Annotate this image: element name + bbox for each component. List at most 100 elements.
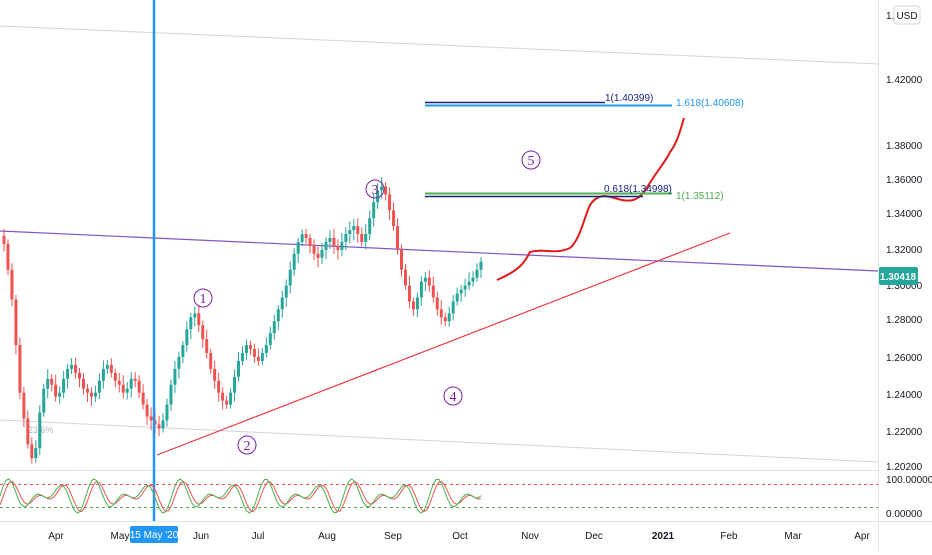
y-tick-1.28: 1.28000 bbox=[886, 315, 923, 326]
candle-body bbox=[149, 416, 153, 421]
y-tick-1.202: 1.20200 bbox=[886, 462, 923, 473]
candle-body bbox=[392, 210, 396, 227]
candle-body bbox=[181, 345, 185, 357]
candlestick-series bbox=[2, 177, 483, 464]
candle-body bbox=[97, 380, 101, 393]
svg-text:2: 2 bbox=[244, 439, 251, 454]
candle-body bbox=[403, 269, 407, 286]
candle-body bbox=[407, 285, 411, 302]
svg-text:4: 4 bbox=[450, 390, 457, 405]
wave-label-2[interactable]: 2 bbox=[237, 435, 257, 455]
candle-body bbox=[312, 245, 316, 254]
candle-body bbox=[2, 235, 6, 244]
price-axis[interactable]: 1. 1.42000 1.38000 1.36000 1.34000 1.320… bbox=[886, 11, 932, 520]
candle-body bbox=[260, 352, 264, 361]
support-trendline[interactable] bbox=[156, 232, 731, 456]
candle-body bbox=[296, 241, 300, 254]
currency-badge[interactable]: USD bbox=[893, 5, 921, 25]
candle-body bbox=[388, 194, 392, 211]
wave-label-5[interactable]: 5 bbox=[521, 150, 541, 170]
candle-body bbox=[431, 285, 435, 298]
candle-body bbox=[384, 186, 388, 195]
candle-body bbox=[70, 364, 74, 369]
candle-body bbox=[284, 285, 288, 298]
candle-body bbox=[169, 384, 173, 405]
candle-body bbox=[133, 378, 137, 381]
candle-body bbox=[348, 230, 352, 235]
candle-body bbox=[427, 277, 431, 286]
candle-body bbox=[205, 339, 209, 353]
candle-body bbox=[189, 317, 193, 330]
candle-body bbox=[280, 297, 284, 310]
candle-body bbox=[292, 253, 296, 270]
osc-tick-0: 0.00000 bbox=[886, 509, 923, 520]
candle-body bbox=[221, 392, 225, 401]
x-tick-sep: Sep bbox=[384, 531, 402, 542]
candle-body bbox=[443, 317, 447, 322]
candle-body bbox=[268, 333, 272, 346]
last-price-value: 1.30418 bbox=[880, 272, 917, 283]
candle-body bbox=[185, 329, 189, 346]
x-tick-aug: Aug bbox=[318, 531, 336, 542]
candle-body bbox=[30, 444, 34, 459]
x-tick-2021: 2021 bbox=[652, 531, 675, 542]
last-price-badge[interactable]: 1.30418 bbox=[879, 267, 918, 285]
candle-body bbox=[463, 285, 467, 290]
fib-label-0618: 0.618(1.34998) bbox=[604, 184, 672, 195]
currency-label: USD bbox=[896, 11, 917, 22]
candle-body bbox=[85, 388, 89, 393]
candle-body bbox=[237, 360, 241, 377]
candle-body bbox=[233, 376, 237, 393]
candle-body bbox=[165, 404, 169, 421]
time-axis[interactable]: Apr May Jun Jul Aug Sep Oct Nov Dec 2021… bbox=[48, 526, 870, 543]
candle-body bbox=[459, 289, 463, 294]
candle-body bbox=[10, 269, 14, 300]
y-tick-1.26: 1.26000 bbox=[886, 353, 923, 364]
wave-label-3[interactable]: 3 bbox=[365, 179, 385, 199]
fib-label-1-green: 1(1.35112) bbox=[676, 191, 724, 202]
wave-label-4[interactable]: 4 bbox=[443, 386, 463, 406]
candle-body bbox=[415, 297, 419, 310]
candle-body bbox=[137, 380, 141, 393]
candle-body bbox=[435, 297, 439, 310]
candle-body bbox=[209, 352, 213, 369]
candle-body bbox=[300, 234, 304, 242]
candle-body bbox=[201, 325, 205, 340]
candle-body bbox=[74, 364, 78, 373]
candle-body bbox=[272, 321, 276, 334]
osc-tick-100: 100.00000 bbox=[886, 475, 932, 486]
candle-body bbox=[455, 293, 459, 302]
candle-body bbox=[467, 281, 471, 286]
candle-body bbox=[304, 234, 308, 238]
x-tick-jun: Jun bbox=[193, 531, 209, 542]
y-tick-1.30: 1.30000 bbox=[886, 281, 923, 292]
candle-body bbox=[46, 378, 50, 389]
candle-body bbox=[18, 345, 22, 393]
candle-body bbox=[479, 261, 483, 270]
candle-body bbox=[447, 313, 451, 322]
candle-body bbox=[471, 277, 475, 282]
candle-body bbox=[376, 190, 380, 203]
x-tick-mar: Mar bbox=[784, 531, 802, 542]
wave-label-1[interactable]: 1 bbox=[193, 288, 213, 308]
candle-body bbox=[316, 253, 320, 258]
purple-trendline[interactable] bbox=[0, 230, 879, 272]
candle-body bbox=[117, 380, 121, 385]
x-tick-nov: Nov bbox=[521, 531, 539, 542]
y-tick-1.36: 1.36000 bbox=[886, 175, 923, 186]
candle-body bbox=[396, 226, 400, 250]
candle-body bbox=[82, 378, 85, 389]
channel-lower-line bbox=[0, 419, 879, 463]
candle-body bbox=[264, 345, 268, 353]
candle-body bbox=[66, 368, 70, 379]
candle-body bbox=[340, 241, 344, 250]
x-marker-badge[interactable]: 15 May '20 bbox=[130, 526, 179, 543]
candle-body bbox=[62, 378, 66, 393]
candle-body bbox=[157, 424, 161, 429]
x-tick-oct: Oct bbox=[452, 531, 468, 542]
candle-body bbox=[320, 249, 324, 258]
candle-body bbox=[113, 372, 117, 381]
candle-body bbox=[105, 364, 109, 369]
